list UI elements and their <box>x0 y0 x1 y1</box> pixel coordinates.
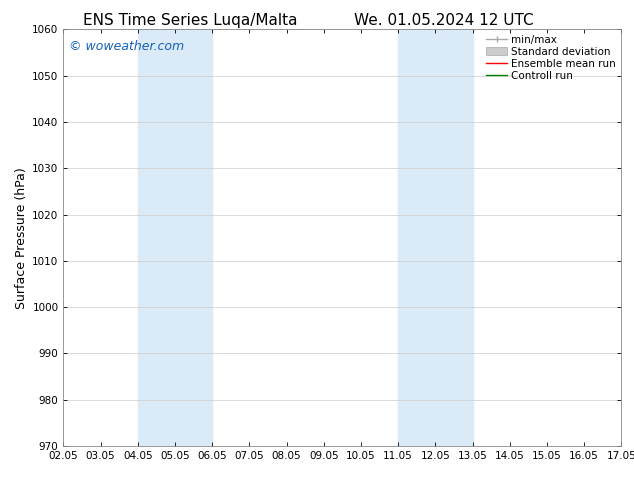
Y-axis label: Surface Pressure (hPa): Surface Pressure (hPa) <box>15 167 28 309</box>
Text: © woweather.com: © woweather.com <box>69 40 184 53</box>
Bar <box>138 29 212 446</box>
Legend: min/max, Standard deviation, Ensemble mean run, Controll run: min/max, Standard deviation, Ensemble me… <box>486 35 616 81</box>
Text: We. 01.05.2024 12 UTC: We. 01.05.2024 12 UTC <box>354 13 534 28</box>
Text: ENS Time Series Luqa/Malta: ENS Time Series Luqa/Malta <box>83 13 297 28</box>
Bar <box>398 29 472 446</box>
